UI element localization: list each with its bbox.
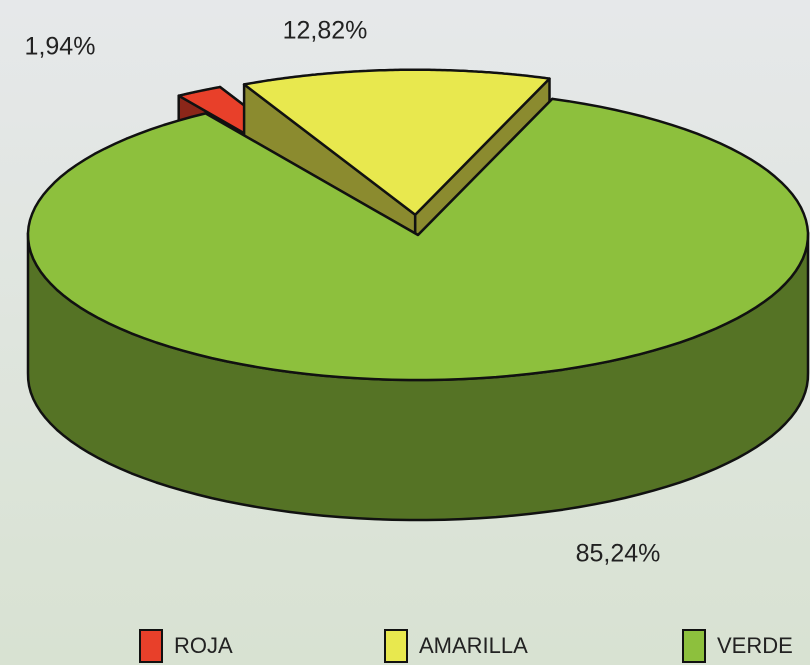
legend-swatch	[139, 629, 163, 663]
pie-slice	[26, 97, 810, 522]
legend-label: AMARILLA	[419, 633, 528, 658]
slice-top	[242, 68, 551, 216]
data-label: 1,94%	[25, 33, 96, 61]
data-label: 12,82%	[283, 17, 368, 45]
legend-swatch	[682, 629, 706, 663]
legend-label: ROJA	[174, 633, 233, 658]
slice-top	[26, 97, 810, 382]
data-label: 85,24%	[576, 540, 661, 568]
legend-swatch	[384, 629, 408, 663]
legend-label: VERDE	[717, 633, 793, 658]
